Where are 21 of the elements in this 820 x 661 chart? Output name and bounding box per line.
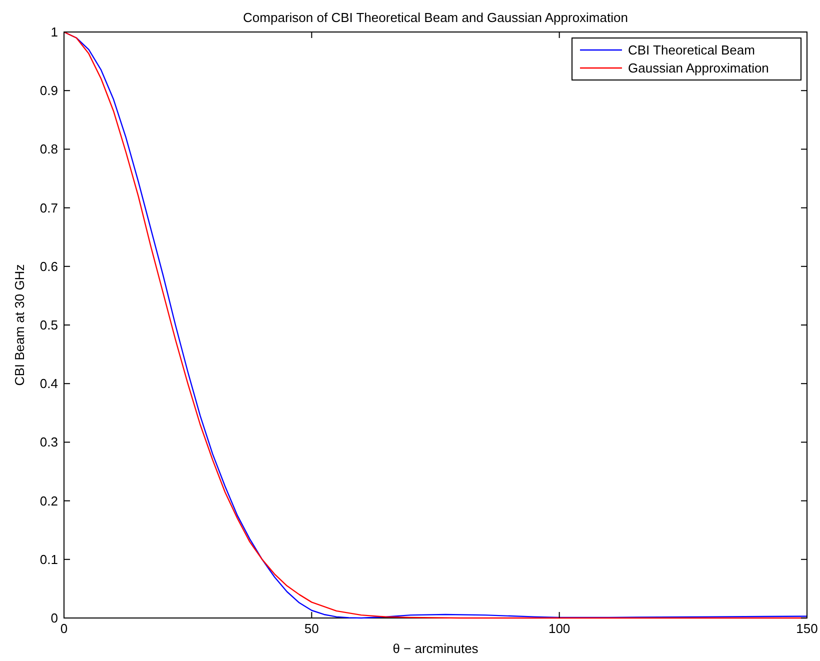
chart-title: Comparison of CBI Theoretical Beam and Gaussian Approximation xyxy=(243,10,628,25)
y-axis-title: CBI Beam at 30 GHz xyxy=(12,264,27,386)
y-tick-label: 0.1 xyxy=(40,552,58,567)
x-tick-label: 150 xyxy=(796,621,818,636)
x-tick-label: 50 xyxy=(304,621,319,636)
line-series xyxy=(63,31,808,619)
y-tick-label: 0.3 xyxy=(40,434,58,450)
x-tick-label: 100 xyxy=(548,621,570,636)
y-tick-label: 0.2 xyxy=(40,493,58,508)
y-tick-label: 0.6 xyxy=(40,258,58,274)
x-tick-label: 0 xyxy=(60,621,68,636)
legend-label: CBI Theoretical Beam xyxy=(628,42,755,58)
x-axis-title: θ − arcminutes xyxy=(392,641,479,656)
y-tick-label: 0.5 xyxy=(40,318,58,332)
y-tick-label: 1 xyxy=(50,24,58,40)
y-tick-label: 0.7 xyxy=(40,200,58,216)
y-tick-label: 0 xyxy=(50,610,58,626)
legend-label: Gaussian Approximation xyxy=(628,60,769,76)
y-tick-label: 0.8 xyxy=(40,142,58,157)
y-tick-label: 0.9 xyxy=(40,83,58,98)
y-tick-label: 0.4 xyxy=(40,376,58,392)
